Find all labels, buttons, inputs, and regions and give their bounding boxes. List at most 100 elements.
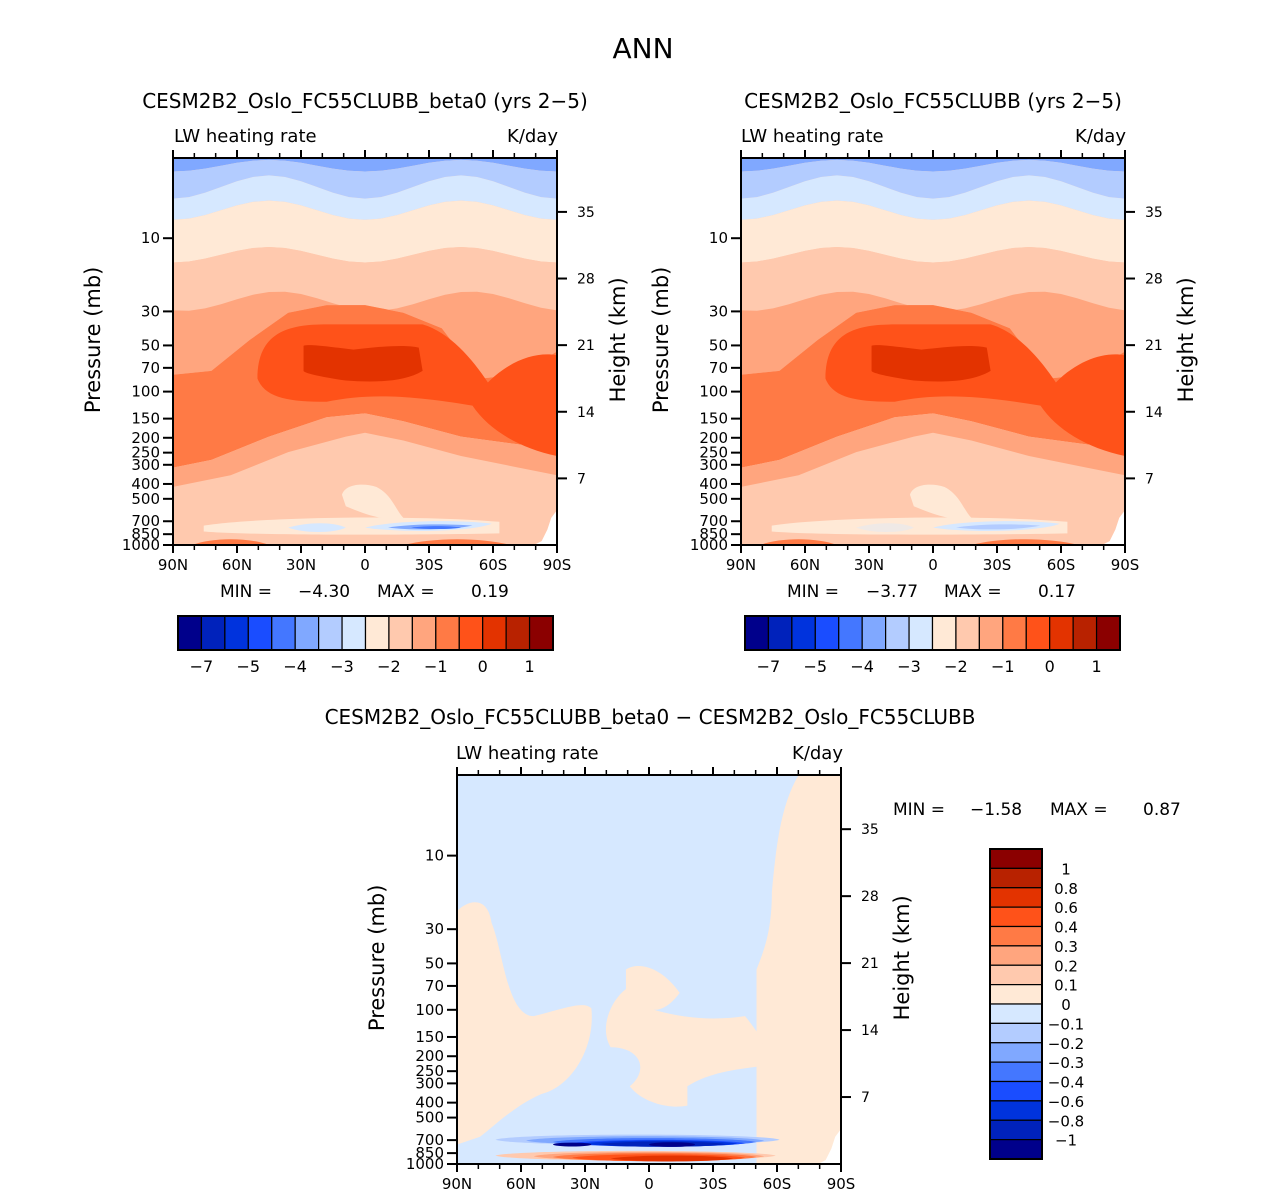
x-tick-label: 90S [827,1175,856,1193]
colorbar-label: −1 [1055,1132,1077,1150]
contour-fill [741,291,1125,379]
panel-1-left-string: LW heating rate [174,126,317,147]
colorbar-box [989,1080,1043,1102]
y-right-axis-label: Height (km) [890,895,914,1020]
colorbar-label: 0 [1045,657,1055,676]
colorbar-box [791,615,816,651]
colorbar-box [388,615,413,651]
y-tick-label: 100 [699,383,728,401]
panel-2-axes: 90N 60N 30N 0 30S 60S 90S103050701001502002503… [649,150,1198,574]
colorbar-box [411,615,437,651]
y-tick-label: 150 [699,410,728,428]
colorbar-box [955,615,980,651]
colorbar-frame [177,615,554,651]
y-tick-label: 400 [415,1094,444,1112]
colorbar-box [814,615,840,651]
colorbar-box [989,1139,1043,1160]
x-tick-label: 0 [928,556,938,574]
y-right-axis-label: Height (km) [1174,277,1198,402]
panel-2-max-value: 0.17 [1038,582,1076,602]
y-tick-label: 1000 [406,1155,444,1173]
x-tick-label: 90N [726,556,756,574]
panel-1-colorbar: −7 −5 −4 −3 −2 −1 0 1 [177,615,554,676]
colorbar-box [989,887,1043,908]
y-right-tick-label: 28 [1145,272,1163,288]
y-axis-label: Pressure (mb) [365,885,389,1032]
y-tick-label: 1000 [690,536,728,554]
colorbar-box [505,615,531,651]
y-right-tick-label: 14 [1145,405,1163,421]
y-tick-label: 50 [425,954,444,972]
colorbar-label: −2 [944,657,968,676]
panel-1-min-label: MIN = [220,582,272,602]
colorbar-box [528,615,554,651]
contour-fill [871,345,991,382]
contour-fill [173,200,557,263]
y-right-tick-label: 35 [577,205,595,221]
panel-1-axes: 90N 60N 30N 0 30S 60S 90S103050701001502002503… [81,150,630,574]
y-right-tick-label: 7 [577,471,586,487]
panel-3-colorbar: 1 0.80.6 0.40.30.2 0.10−0.1 −0.2−0.3 −0.4−0.6… [989,848,1084,1160]
contour-fill [956,524,1041,530]
contour-fill [741,158,1125,172]
contour-fill [173,159,557,199]
panel-2: CESM2B2_Oslo_FC55CLUBB (yrs 2−5) LW heat… [649,89,1198,676]
x-tick-label: 60S [479,556,508,574]
x-tick-label: 30S [699,1175,728,1193]
colorbar-label: 0.1 [1054,977,1078,995]
y-tick-label: 30 [425,920,444,938]
y-right-tick-label: 35 [861,822,879,838]
colorbar-label: 1 [524,657,534,676]
x-tick-label: 60S [763,1175,792,1193]
y-right-tick-label: 21 [861,956,879,972]
contour-fill [741,159,1125,199]
y-tick-label: 50 [141,336,160,354]
colorbar-label: −0.1 [1048,1015,1084,1033]
panel-3-max-label: MAX = [1050,800,1108,820]
colorbar-box [885,615,910,651]
colorbar-box [989,867,1043,889]
colorbar-box [989,1061,1043,1083]
colorbar-box [989,848,1043,869]
contour-fill [741,175,1125,220]
contour-fill [403,539,511,545]
colorbar-label: −0.4 [1048,1074,1084,1092]
y-tick-label: 10 [709,229,728,247]
y-tick-label: 70 [425,977,444,995]
contour-fill [303,345,423,382]
y-right-tick-label: 14 [577,405,595,421]
y-right-axis-label: Height (km) [606,277,630,402]
y-right-tick-label: 14 [861,1023,879,1039]
y-tick-label: 850 [415,1144,444,1162]
x-tick-label: 0 [644,1175,654,1193]
panel-1-right-string: K/day [507,126,558,147]
x-tick-label: 30S [983,556,1012,574]
panel-3-min-label: MIN = [893,800,945,820]
y-tick-label: 250 [699,444,728,462]
y-tick-label: 500 [415,1109,444,1127]
panel-3-max-value: 0.87 [1143,800,1181,820]
contour-fill [856,523,914,532]
y-tick-label: 500 [131,490,160,508]
contour-fill [173,291,557,379]
colorbar-label: 1 [1061,860,1071,878]
x-tick-label: 60S [1047,556,1076,574]
missing-data [533,510,557,545]
y-tick-label: 250 [415,1062,444,1080]
y-tick-label: 10 [141,229,160,247]
panel-2-title: CESM2B2_Oslo_FC55CLUBB (yrs 2−5) [744,89,1122,113]
contour-fill [909,484,972,519]
colorbar-box [364,615,390,651]
contour-fill [173,158,557,172]
panel-1-contours [173,158,557,545]
colorbar-label: −4 [850,657,874,676]
panel-3-contours [457,775,841,1164]
contour-fill [756,1090,784,1126]
panel-2-contours [741,158,1125,545]
x-tick-label: 60N [506,1175,536,1193]
contour-fill [610,1155,734,1162]
contour-fill [173,175,557,220]
colorbar-box [1072,615,1098,651]
panel-2-left-string: LW heating rate [741,126,884,147]
